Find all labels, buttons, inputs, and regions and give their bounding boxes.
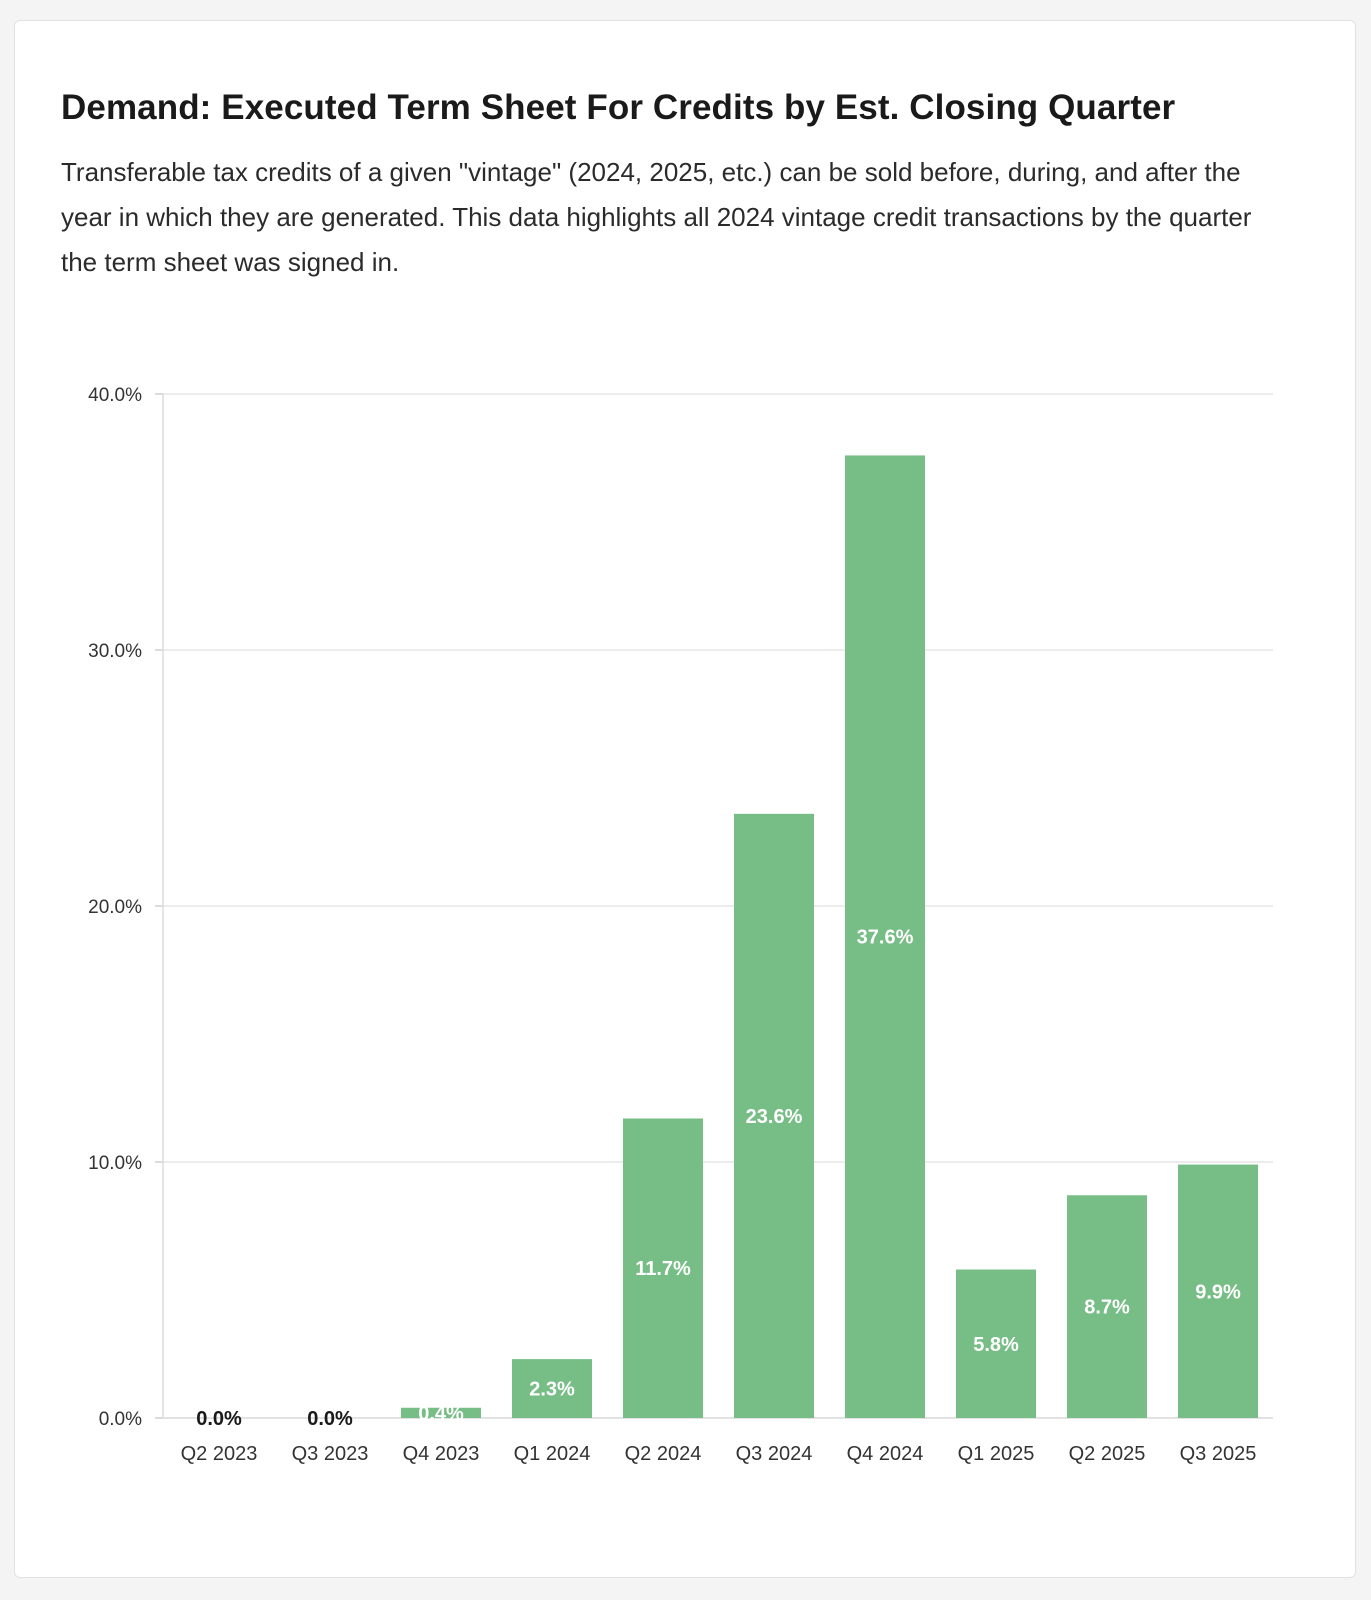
data-label: 9.9% [1195,1281,1241,1303]
bar[interactable] [623,1118,703,1418]
chart-title: Demand: Executed Term Sheet For Credits … [61,88,1176,127]
x-tick-label: Q4 2024 [847,1443,924,1465]
data-labels: 0.0% 0.0% 0.4% 2.3% 11.7% 23.6% 37.6% 5.8% 8.7% 9… [196,927,1241,1430]
bar[interactable] [845,455,925,1418]
y-tick-label: 40.0% [88,385,142,406]
x-tick-label: Q3 2024 [736,1443,813,1465]
bar[interactable] [1067,1195,1147,1418]
data-label: 23.6% [746,1106,803,1128]
x-tick-label: Q3 2023 [292,1443,369,1465]
bar[interactable] [401,1407,481,1418]
gridlines [163,393,1273,1419]
x-tick-label: Q2 2023 [181,1443,258,1465]
bar[interactable] [512,1359,592,1418]
bars [401,455,1258,1418]
x-tick-label: Q3 2025 [1180,1443,1257,1465]
bar[interactable] [734,813,814,1418]
data-label: 37.6% [857,927,914,949]
x-tick-label: Q2 2025 [1069,1443,1146,1465]
x-tick-label: Q4 2023 [403,1443,480,1465]
chart-subtitle: Transferable tax credits of a given "vin… [61,157,1252,277]
y-tick-label: 0.0% [99,1409,142,1430]
bar[interactable] [1178,1164,1258,1418]
data-label: 2.3% [529,1379,575,1401]
y-axis: 0.0% 10.0% 20.0% 30.0% 40.0% [88,385,164,1430]
x-tick-label: Q1 2025 [958,1443,1035,1465]
data-label: 0.0% [307,1408,353,1430]
y-tick-label: 10.0% [88,1153,142,1174]
data-label: 0.0% [196,1408,242,1430]
data-label: 8.7% [1084,1297,1130,1319]
data-label: 11.7% [635,1258,691,1280]
data-label: 0.4% [418,1403,464,1425]
bar[interactable] [956,1269,1036,1418]
y-tick-label: 20.0% [88,897,142,918]
x-tick-label: Q1 2024 [514,1443,591,1465]
data-label: 5.8% [973,1334,1019,1356]
x-axis: Q2 2023 Q3 2023 Q4 2023 Q1 2024 Q2 2024 Q3 20… [181,1443,1257,1465]
y-tick-label: 30.0% [88,641,142,662]
x-tick-label: Q2 2024 [625,1443,702,1465]
